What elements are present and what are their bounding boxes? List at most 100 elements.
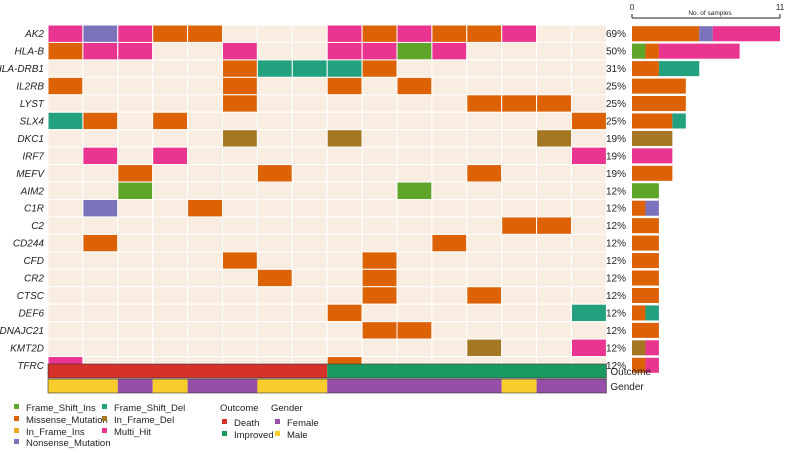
empty-cell	[571, 321, 607, 340]
mutation-cell	[536, 129, 572, 148]
empty-cell	[187, 94, 224, 113]
empty-cell	[571, 164, 607, 183]
legend-swatch	[275, 431, 280, 436]
empty-cell	[571, 94, 607, 113]
percentage-label: 12%	[606, 204, 626, 215]
empty-cell	[571, 233, 607, 253]
empty-cell	[256, 216, 293, 235]
empty-cell	[466, 146, 503, 166]
empty-cell	[291, 199, 328, 218]
side-bar-segment	[632, 183, 659, 199]
empty-cell	[431, 338, 468, 358]
empty-cell	[256, 338, 293, 358]
empty-cell	[326, 199, 363, 218]
empty-cell	[291, 76, 328, 96]
empty-cell	[501, 41, 538, 61]
empty-cell	[152, 94, 189, 113]
percentage-label: 25%	[606, 99, 626, 110]
mutation-cell	[326, 303, 363, 323]
empty-cell	[431, 76, 468, 96]
empty-cell	[466, 59, 503, 78]
empty-cell	[152, 59, 189, 78]
empty-cell	[117, 268, 154, 288]
empty-cell	[536, 286, 572, 305]
empty-cell	[222, 286, 258, 305]
empty-cell	[256, 251, 293, 270]
legend-swatch	[275, 419, 280, 424]
empty-cell	[571, 199, 607, 218]
empty-cell	[396, 164, 433, 183]
outcome-track-label: Outcome	[610, 367, 651, 378]
empty-cell	[82, 303, 119, 323]
empty-cell	[536, 146, 572, 166]
empty-cell	[47, 199, 84, 218]
empty-cell	[117, 111, 154, 131]
percentage-label: 12%	[606, 186, 626, 197]
gender-track-segment	[187, 379, 258, 393]
legend-swatch	[102, 428, 107, 433]
side-bar-segment	[632, 165, 673, 181]
empty-cell	[152, 268, 189, 288]
empty-cell	[47, 233, 84, 253]
empty-cell	[152, 164, 189, 183]
empty-cell	[187, 76, 224, 96]
empty-cell	[536, 76, 572, 96]
empty-cell	[501, 59, 538, 78]
percentage-label: 12%	[606, 361, 626, 372]
empty-cell	[571, 24, 607, 43]
empty-cell	[361, 146, 398, 166]
empty-cell	[152, 199, 189, 218]
mutation-cell	[466, 286, 503, 305]
empty-cell	[326, 338, 363, 358]
empty-cell	[256, 181, 293, 201]
mutation-cell	[501, 24, 538, 43]
empty-cell	[256, 146, 293, 166]
side-bar-segment	[645, 357, 659, 373]
legend-swatch	[222, 419, 227, 424]
side-bar-segment	[632, 78, 686, 94]
empty-cell	[291, 303, 328, 323]
mutation-cell	[501, 216, 538, 235]
empty-cell	[501, 146, 538, 166]
empty-cell	[291, 321, 328, 340]
empty-cell	[117, 216, 154, 235]
empty-cell	[152, 251, 189, 270]
empty-cell	[501, 199, 538, 218]
empty-cell	[187, 41, 224, 61]
empty-cell	[501, 76, 538, 96]
side-bar-segment	[632, 218, 659, 234]
empty-cell	[466, 76, 503, 96]
empty-cell	[187, 321, 224, 340]
empty-cell	[536, 59, 572, 78]
side-axis-tick-label: 11	[776, 3, 785, 12]
empty-cell	[117, 94, 154, 113]
empty-cell	[326, 251, 363, 270]
side-bar-segment	[632, 270, 659, 286]
percentage-label: 12%	[606, 326, 626, 337]
outcome-track-segment	[327, 364, 607, 378]
empty-cell	[501, 164, 538, 183]
empty-cell	[571, 129, 607, 148]
mutation-cell	[431, 24, 468, 43]
empty-cell	[256, 111, 293, 131]
empty-cell	[47, 181, 84, 201]
empty-cell	[117, 303, 154, 323]
legend: Frame_Shift_InsMissense_MutationIn_Frame…	[14, 403, 319, 449]
empty-cell	[571, 216, 607, 235]
mutation-grid	[47, 24, 607, 375]
side-bar-segment	[632, 340, 646, 356]
mutation-cell	[47, 76, 84, 96]
empty-cell	[466, 181, 503, 201]
empty-cell	[326, 233, 363, 253]
empty-cell	[117, 76, 154, 96]
empty-cell	[187, 286, 224, 305]
empty-cell	[82, 94, 119, 113]
empty-cell	[187, 164, 224, 183]
gene-labels: AK2 HLA-B HLA-DRB1 IL2RB LYST SLX4 DKC1 IRF7 MEF…	[0, 29, 45, 372]
percentage-label: 12%	[606, 274, 626, 285]
legend-label: Nonsense_Mutation	[26, 438, 111, 449]
mutation-cell	[536, 216, 572, 235]
legend-label: Frame_Shift_Ins	[26, 403, 96, 414]
legend-gender-title: Gender	[271, 403, 303, 414]
